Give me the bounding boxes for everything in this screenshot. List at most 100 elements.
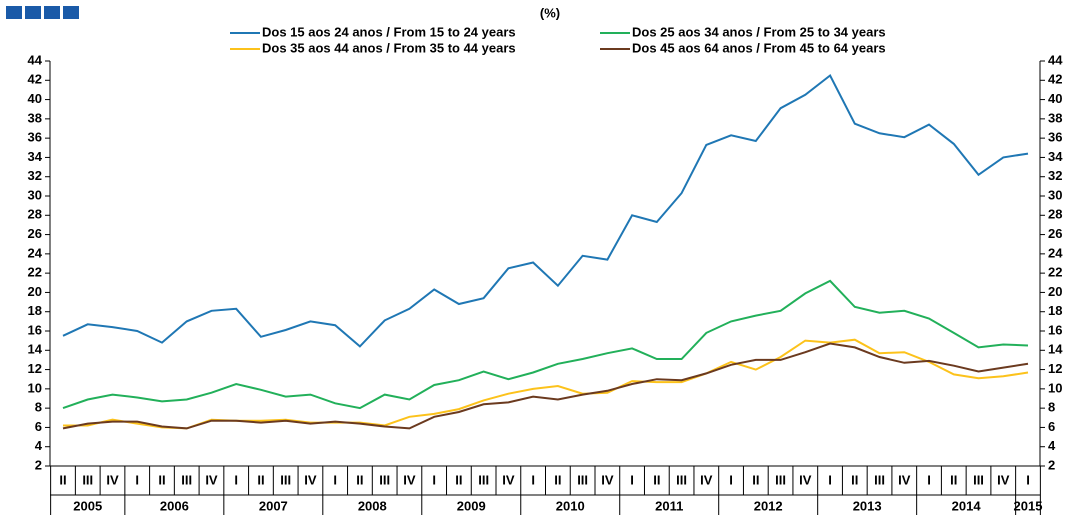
- y-tick-label-right: 38: [1048, 110, 1062, 125]
- logo-block: [63, 6, 79, 19]
- x-tick-label: II: [257, 472, 264, 487]
- x-tick-label: III: [577, 472, 588, 487]
- year-label: 2008: [358, 498, 387, 513]
- x-tick-label: III: [181, 472, 192, 487]
- x-tick-label: IV: [601, 472, 614, 487]
- year-label: 2010: [556, 498, 585, 513]
- x-tick-label: II: [455, 472, 462, 487]
- y-tick-label: 24: [28, 245, 43, 260]
- x-tick-label: III: [676, 472, 687, 487]
- y-tick-label: 36: [28, 130, 42, 145]
- x-tick-label: II: [158, 472, 165, 487]
- y-tick-label: 34: [28, 149, 43, 164]
- y-tick-label-right: 8: [1048, 400, 1055, 415]
- x-tick-label: IV: [205, 472, 218, 487]
- y-tick-label: 8: [35, 400, 42, 415]
- x-tick-label: I: [432, 472, 436, 487]
- y-tick-label-right: 10: [1048, 380, 1062, 395]
- series-line: [63, 338, 1029, 430]
- y-tick-label: 42: [28, 72, 42, 87]
- series-line: [62, 342, 1029, 430]
- x-tick-label: IV: [304, 472, 317, 487]
- x-tick-label: III: [280, 472, 291, 487]
- x-tick-label: II: [653, 472, 660, 487]
- y-tick-label-right: 32: [1048, 168, 1062, 183]
- x-tick-label: III: [379, 472, 390, 487]
- y-tick-label: 4: [35, 438, 43, 453]
- y-tick-label: 18: [28, 303, 42, 318]
- y-tick-label: 12: [28, 361, 42, 376]
- y-tick-label-right: 14: [1048, 342, 1063, 357]
- y-tick-label-right: 22: [1048, 265, 1062, 280]
- y-tick-label: 6: [35, 419, 42, 434]
- y-tick-label-right: 40: [1048, 91, 1062, 106]
- y-tick-label-right: 26: [1048, 226, 1062, 241]
- x-tick-label: I: [630, 472, 634, 487]
- logo-block: [25, 6, 41, 19]
- y-tick-label: 22: [28, 265, 42, 280]
- x-tick-label: I: [333, 472, 337, 487]
- x-tick-label: I: [135, 472, 139, 487]
- x-tick-label: IV: [502, 472, 515, 487]
- y-tick-label-right: 18: [1048, 303, 1062, 318]
- chart-subtitle: (%): [540, 5, 560, 20]
- y-tick-label-right: 4: [1048, 438, 1056, 453]
- x-tick-label: I: [531, 472, 535, 487]
- x-tick-label: I: [828, 472, 832, 487]
- y-tick-label-right: 44: [1048, 52, 1063, 67]
- x-tick-label: III: [874, 472, 885, 487]
- y-tick-label: 16: [28, 322, 42, 337]
- x-tick-label: II: [356, 472, 363, 487]
- x-tick-label: I: [234, 472, 238, 487]
- y-tick-label: 10: [28, 380, 42, 395]
- y-tick-label: 14: [28, 342, 43, 357]
- y-tick-label: 2: [35, 457, 42, 472]
- x-tick-label: I: [729, 472, 733, 487]
- year-label: 2015: [1014, 498, 1043, 513]
- x-tick-label: III: [478, 472, 489, 487]
- y-tick-label-right: 6: [1048, 419, 1055, 434]
- y-tick-label: 40: [28, 91, 42, 106]
- year-label: 2014: [952, 498, 982, 513]
- x-tick-label: IV: [898, 472, 911, 487]
- year-label: 2012: [754, 498, 783, 513]
- logo-block: [6, 6, 22, 19]
- x-tick-label: I: [927, 472, 931, 487]
- x-tick-label: IV: [700, 472, 713, 487]
- y-tick-label-right: 20: [1048, 284, 1062, 299]
- y-tick-label: 30: [28, 187, 42, 202]
- legend-label: Dos 25 aos 34 anos / From 25 to 34 years: [632, 24, 886, 39]
- x-tick-label: III: [973, 472, 984, 487]
- year-label: 2006: [160, 498, 189, 513]
- x-tick-label: IV: [799, 472, 812, 487]
- y-tick-label-right: 2: [1048, 457, 1055, 472]
- y-tick-label-right: 34: [1048, 149, 1063, 164]
- logo-block: [44, 6, 60, 19]
- year-label: 2013: [853, 498, 882, 513]
- legend-label: Dos 45 aos 64 anos / From 45 to 64 years: [632, 40, 886, 55]
- y-tick-label: 20: [28, 284, 42, 299]
- year-label: 2009: [457, 498, 486, 513]
- x-tick-label: III: [775, 472, 786, 487]
- x-tick-label: IV: [106, 472, 119, 487]
- x-tick-label: II: [59, 472, 66, 487]
- series-line: [62, 73, 1029, 348]
- y-tick-label-right: 42: [1048, 72, 1062, 87]
- y-tick-label: 28: [28, 207, 42, 222]
- x-tick-label: II: [950, 472, 957, 487]
- y-tick-label: 32: [28, 168, 42, 183]
- y-tick-label-right: 12: [1048, 361, 1062, 376]
- y-tick-label: 38: [28, 110, 42, 125]
- year-label: 2011: [655, 498, 683, 513]
- x-tick-label: II: [851, 472, 858, 487]
- year-label: 2007: [259, 498, 288, 513]
- x-tick-label: IV: [403, 472, 416, 487]
- x-tick-label: I: [1026, 472, 1030, 487]
- series-line: [62, 279, 1029, 410]
- x-tick-label: III: [82, 472, 93, 487]
- x-tick-label: IV: [997, 472, 1010, 487]
- y-tick-label: 44: [28, 52, 43, 67]
- y-tick-label: 26: [28, 226, 42, 241]
- y-tick-label-right: 28: [1048, 207, 1062, 222]
